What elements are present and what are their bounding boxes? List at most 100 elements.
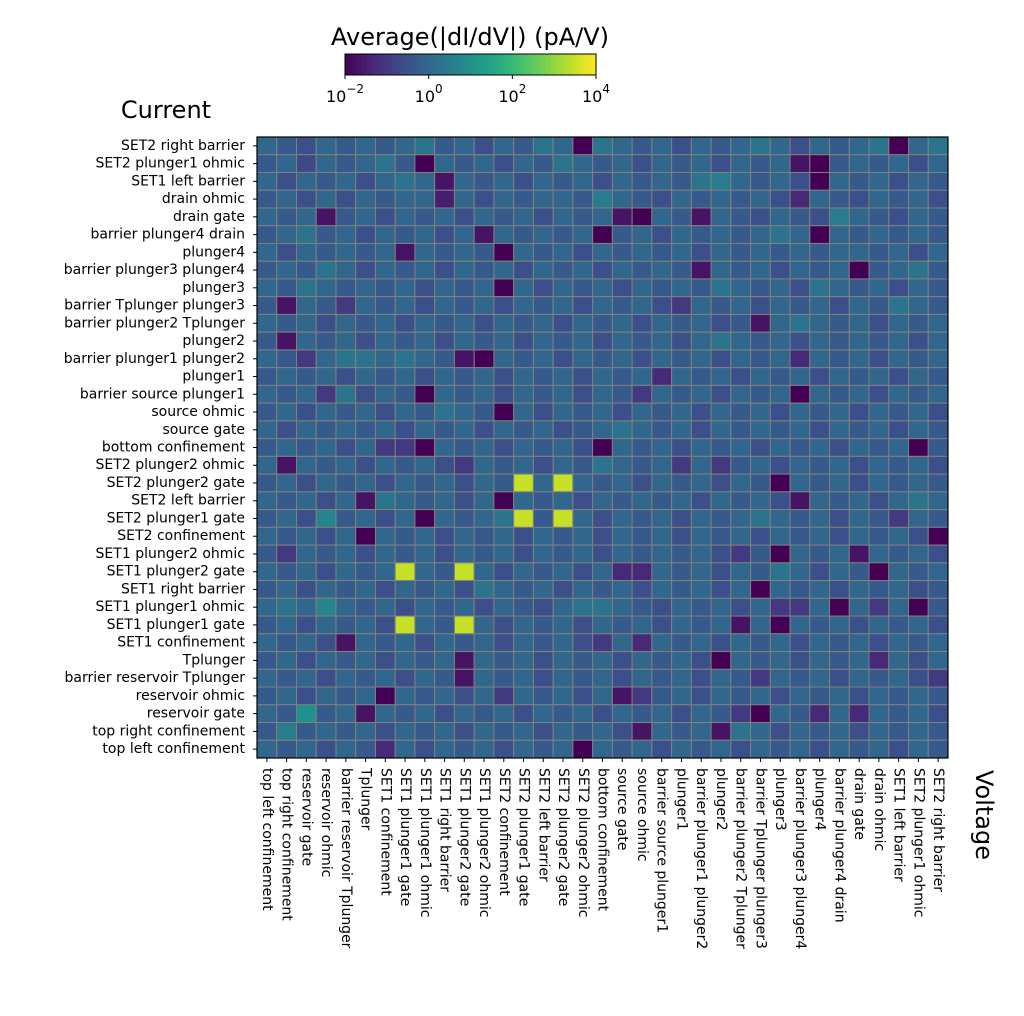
heatmap-cell — [868, 349, 890, 369]
heatmap-cell — [592, 296, 613, 315]
x-tick-label: barrier plunger4 drain — [831, 768, 847, 923]
heatmap-cell — [434, 597, 455, 617]
heatmap-cell — [335, 154, 357, 173]
colorbar-swatch — [411, 54, 417, 75]
heatmap-cell — [908, 242, 929, 262]
heatmap-cell — [414, 580, 436, 599]
heatmap-cell — [789, 509, 811, 528]
heatmap-cell — [434, 526, 455, 546]
heatmap-cell — [750, 615, 771, 635]
heatmap-cell — [315, 384, 337, 404]
heatmap-cell — [888, 136, 910, 156]
heatmap-cell — [374, 171, 396, 191]
y-tick-label: plunger2 — [182, 333, 245, 349]
heatmap-cell — [631, 278, 653, 298]
heatmap-cell — [927, 349, 949, 369]
heatmap-cell — [592, 154, 613, 173]
heatmap-cell — [631, 580, 653, 599]
heatmap-cell — [276, 296, 297, 315]
heatmap-cell — [276, 136, 297, 156]
heatmap-cell — [631, 704, 653, 724]
heatmap-cell — [671, 207, 692, 227]
heatmap-cell — [829, 704, 850, 724]
heatmap-cell — [335, 455, 357, 475]
heatmap-cell — [434, 509, 455, 528]
y-tick-label: SET1 right barrier — [121, 581, 245, 597]
heatmap-cell — [256, 739, 278, 759]
heatmap-cell — [513, 739, 534, 759]
heatmap-cell — [513, 668, 534, 688]
heatmap-cell — [394, 491, 416, 511]
heatmap-cell — [552, 438, 574, 457]
heatmap-cell — [888, 384, 910, 404]
colorbar-swatch — [533, 54, 539, 75]
heatmap-cell — [473, 349, 495, 369]
heatmap-cell — [927, 597, 949, 617]
heatmap-cell — [769, 349, 791, 369]
heatmap-cell — [434, 331, 455, 351]
y-tick-label: barrier plunger2 Tplunger — [64, 315, 245, 331]
heatmap-cell — [572, 686, 594, 706]
heatmap-cell — [394, 260, 416, 280]
heatmap-cell — [532, 313, 554, 333]
heatmap-cell — [888, 171, 910, 191]
heatmap-cell — [295, 615, 317, 635]
heatmap-cell — [276, 739, 297, 759]
heatmap-cell — [335, 313, 357, 333]
heatmap-cell — [829, 722, 850, 741]
heatmap-cell — [730, 296, 752, 315]
heatmap-cell — [789, 420, 811, 440]
heatmap-cell — [513, 597, 534, 617]
heatmap-cell — [888, 704, 910, 724]
heatmap-cell — [315, 668, 337, 688]
heatmap-cell — [434, 242, 455, 262]
heatmap-cell — [276, 349, 297, 369]
heatmap-cell — [651, 260, 673, 280]
colorbar-swatch — [516, 54, 522, 75]
heatmap-cell — [513, 544, 534, 564]
heatmap-cell — [631, 367, 653, 386]
heatmap-cell — [295, 722, 317, 741]
heatmap-cell — [789, 438, 811, 457]
heatmap-cell — [809, 562, 831, 582]
heatmap-cell — [256, 367, 278, 386]
heatmap-cell — [809, 242, 831, 262]
y-tick-label: SET1 plunger1 gate — [107, 617, 245, 633]
heatmap-cell — [335, 171, 357, 191]
heatmap-cell — [789, 331, 811, 351]
heatmap-cell — [848, 242, 870, 262]
y-tick-label: source gate — [162, 422, 245, 438]
heatmap-cell — [572, 739, 594, 759]
heatmap-cell — [908, 225, 929, 244]
heatmap-cell — [592, 668, 613, 688]
heatmap-cell — [789, 189, 811, 209]
heatmap-cell — [671, 260, 692, 280]
heatmap-cell — [927, 313, 949, 333]
heatmap-cell — [848, 296, 870, 315]
heatmap-cell — [473, 296, 495, 315]
heatmap-cell — [769, 207, 791, 227]
x-tick-label: barrier plunger1 plunger2 — [693, 768, 709, 949]
heatmap-cell — [532, 526, 554, 546]
heatmap-cell — [453, 668, 475, 688]
colorbar-swatch — [453, 54, 459, 75]
heatmap-cell — [809, 402, 831, 422]
heatmap-cell — [611, 473, 633, 493]
heatmap-cell — [335, 384, 357, 404]
heatmap-cell — [671, 651, 692, 670]
heatmap-cell — [750, 526, 771, 546]
heatmap-cell — [927, 722, 949, 741]
colorbar-swatch — [591, 54, 597, 75]
heatmap-cell — [315, 544, 337, 564]
heatmap-cell — [276, 722, 297, 741]
heatmap-cell — [651, 207, 673, 227]
heatmap-cell — [394, 633, 416, 653]
heatmap-cell — [414, 509, 436, 528]
heatmap-cell — [809, 349, 831, 369]
heatmap-cell — [730, 597, 752, 617]
heatmap-cell — [572, 154, 594, 173]
heatmap-cell — [355, 704, 376, 724]
heatmap-cell — [513, 580, 534, 599]
heatmap-cell — [908, 189, 929, 209]
heatmap-cell — [295, 313, 317, 333]
